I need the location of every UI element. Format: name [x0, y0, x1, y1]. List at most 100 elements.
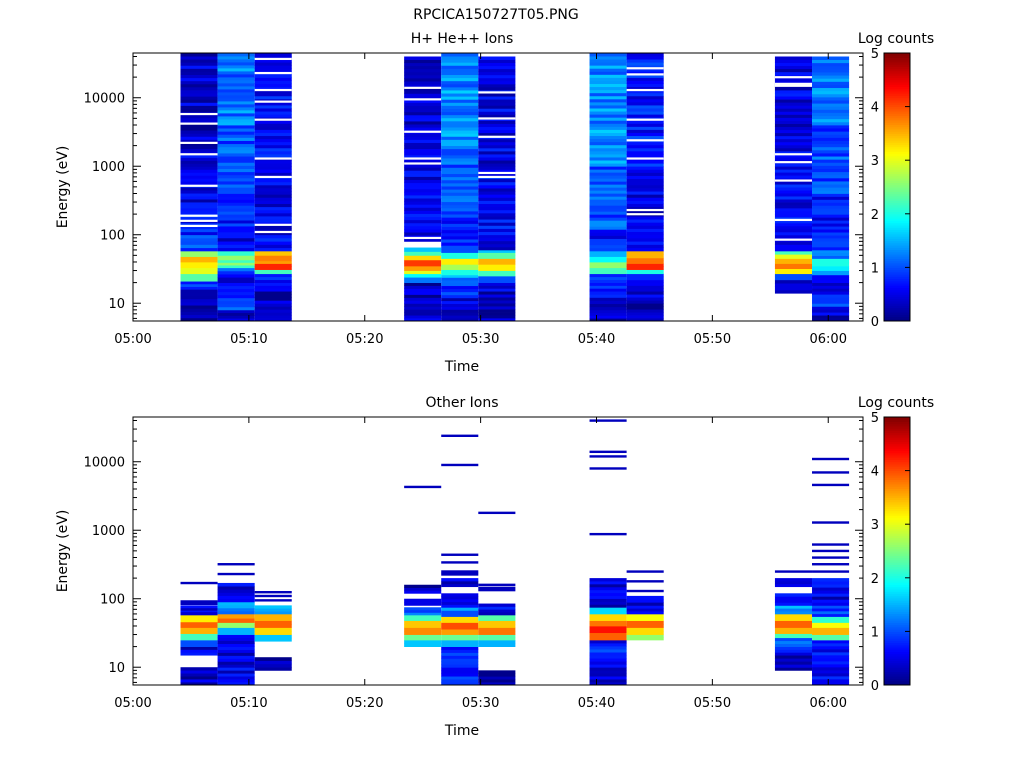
heatmap-cell	[626, 276, 664, 281]
colorbar-segment	[884, 242, 910, 246]
heatmap-cell	[254, 269, 292, 275]
heatmap-cell	[478, 252, 516, 256]
sparse-count-line	[478, 583, 516, 587]
colorbar-segment	[884, 463, 910, 467]
heatmap-cell	[404, 195, 442, 199]
heatmap-cell	[774, 667, 813, 671]
heatmap-cell	[812, 232, 850, 236]
heatmap-cell	[254, 306, 292, 310]
heatmap-cell	[180, 74, 218, 79]
heatmap-cell	[217, 143, 255, 148]
colorbar-segment	[884, 539, 910, 543]
heatmap-cell	[812, 593, 850, 597]
colorbar-segment	[884, 137, 910, 141]
heatmap-cell	[812, 193, 850, 197]
heatmap-cell	[812, 214, 850, 218]
data-gap	[774, 76, 813, 79]
heatmap-cell	[441, 111, 479, 116]
heatmap-cell	[441, 154, 479, 159]
heatmap-cell	[404, 222, 442, 227]
heatmap-cell	[478, 160, 516, 164]
colorbar-segment	[884, 526, 910, 530]
heatmap-cell	[812, 171, 850, 176]
x-axis-label: Time	[444, 359, 479, 375]
heatmap-cell	[180, 68, 218, 72]
heatmap-cell	[589, 318, 627, 322]
heatmap-cell	[626, 101, 664, 106]
data-gap	[180, 141, 218, 144]
heatmap-cell	[254, 624, 292, 628]
colorbar-segment	[884, 135, 910, 139]
heatmap-cell	[217, 146, 255, 151]
heatmap-cell	[404, 315, 442, 319]
heatmap-cell	[441, 245, 479, 250]
heatmap-cell	[217, 214, 255, 218]
heatmap-cell	[812, 131, 850, 135]
heatmap-cell	[812, 642, 850, 647]
heatmap-cell	[180, 277, 218, 282]
heatmap-cell	[812, 103, 850, 107]
heatmap-cell	[441, 664, 479, 668]
heatmap-cell	[774, 205, 813, 209]
heatmap-cell	[812, 616, 850, 620]
heatmap-cell	[217, 613, 255, 619]
colorbar-segment	[884, 236, 910, 239]
heatmap-cell	[441, 186, 479, 190]
heatmap-cell	[441, 613, 479, 617]
heatmap-cell	[812, 252, 850, 257]
heatmap-cell	[441, 65, 479, 69]
colorbar-segment	[884, 479, 910, 483]
heatmap-cell	[626, 599, 664, 603]
heatmap-cell	[404, 306, 442, 310]
heatmap-cell	[441, 318, 479, 322]
heatmap-cell	[254, 89, 292, 94]
heatmap-cell	[812, 90, 850, 95]
colorbar-segment	[884, 573, 910, 577]
heatmap-cell	[217, 177, 255, 182]
heatmap-cell	[478, 243, 516, 248]
heatmap-cell	[589, 613, 627, 618]
heatmap-cell	[774, 144, 813, 149]
heatmap-cell	[774, 283, 813, 287]
heatmap-cell	[626, 595, 664, 600]
colorbar-segment	[884, 530, 910, 534]
heatmap-cell	[626, 263, 664, 267]
heatmap-cell	[441, 643, 479, 647]
heatmap-cell	[404, 303, 442, 307]
heatmap-cell	[254, 608, 292, 612]
heatmap-cell	[774, 135, 813, 140]
heatmap-cell	[589, 303, 627, 308]
heatmap-cell	[404, 285, 442, 289]
heatmap-cell	[180, 273, 218, 278]
heatmap-cell	[217, 664, 255, 668]
heatmap-cell	[217, 190, 255, 194]
heatmap-cell	[180, 253, 218, 257]
heatmap-cell	[589, 111, 627, 115]
heatmap-cell	[404, 309, 442, 313]
heatmap-cell	[626, 184, 664, 189]
colorbar-segment	[884, 296, 910, 300]
heatmap-cell	[180, 600, 218, 606]
heatmap-cell	[180, 202, 218, 206]
heatmap-cell	[254, 138, 292, 143]
colorbar-segment	[884, 611, 910, 615]
heatmap-cell	[589, 297, 627, 301]
heatmap-cell	[589, 83, 627, 88]
heatmap-cell	[812, 602, 850, 606]
heatmap-cell	[254, 150, 292, 155]
heatmap-cell	[180, 154, 218, 158]
heatmap-cell	[478, 111, 516, 115]
heatmap-cell	[589, 59, 627, 63]
heatmap-cell	[774, 276, 813, 281]
colorbar-frame	[883, 416, 911, 686]
colorbar-segment	[884, 88, 910, 92]
heatmap-cell	[254, 147, 292, 152]
time-column	[217, 563, 255, 686]
heatmap-cell	[254, 266, 292, 270]
colorbar-segment	[884, 644, 910, 648]
heatmap-cell	[812, 226, 850, 230]
heatmap-cell	[217, 131, 255, 135]
time-column	[626, 53, 664, 322]
heatmap-cell	[404, 121, 442, 125]
heatmap-cell	[217, 631, 255, 635]
